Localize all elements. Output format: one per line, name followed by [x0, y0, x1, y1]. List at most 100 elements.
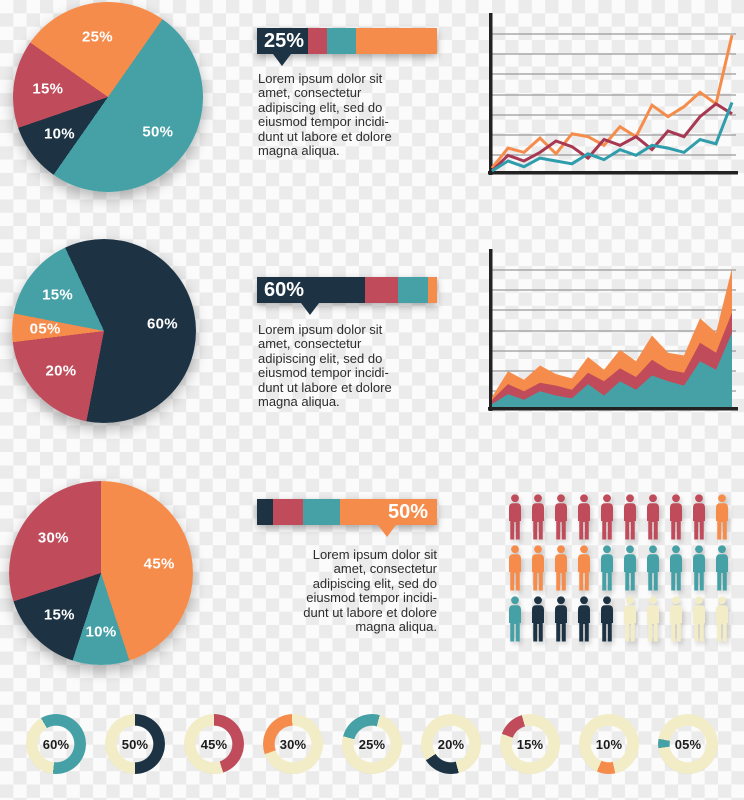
speech-tail-icon: [378, 525, 396, 537]
person-icon: [621, 545, 639, 591]
banner-segment-red: [365, 277, 398, 303]
banner-bar-2: 60%: [257, 277, 437, 303]
person-icon: [667, 596, 685, 642]
person-icon: [529, 545, 547, 591]
donut-gauges-row: 60% 50% 45% 30% 25% 20% 15% 10% 05%: [26, 714, 718, 774]
pie-slice-label: 05%: [29, 320, 61, 338]
banner-segment-navy: 25%: [257, 28, 308, 54]
body-text-1: Lorem ipsum dolor sit amet, consectetur …: [258, 71, 392, 159]
person-icon: [667, 545, 685, 591]
banner-segment-navy: [257, 499, 273, 525]
area-series-teal: [492, 332, 732, 407]
pie-chart-2: 60% 20% 05% 15%: [12, 239, 196, 423]
person-icon: [667, 494, 685, 540]
speech-tail-icon: [301, 303, 319, 315]
person-icon: [529, 596, 547, 642]
pie-slice-label: 60%: [146, 315, 178, 333]
banner-percvalue-label: 50%: [387, 501, 428, 523]
banner-segment-orange: [356, 28, 437, 54]
person-icon: [690, 545, 708, 591]
pie-chart-1: 25% 50% 10% 15%: [13, 2, 203, 192]
person-icon: [713, 545, 731, 591]
pie-slice-label: 20%: [45, 362, 77, 380]
donut-percent-label: 30%: [279, 736, 307, 752]
person-icon: [598, 494, 616, 540]
pictogram-people: [506, 494, 731, 642]
donut-ring: [184, 714, 244, 774]
person-icon: [506, 494, 524, 540]
body-text-3: Lorem ipsum dolor sit amet, consectetur …: [303, 547, 437, 635]
line-chart: [488, 13, 738, 175]
donut-percent-label: 50%: [121, 736, 149, 752]
person-icon: [644, 494, 662, 540]
donut-gauge-10: 10%: [579, 714, 639, 774]
donut-ring: [26, 714, 86, 774]
donut-gauge-60: 60%: [26, 714, 86, 774]
banner-segment-orange: 50%: [340, 499, 437, 525]
donut-percent-label: 20%: [437, 736, 465, 752]
banner-segment-red: [273, 499, 303, 525]
callout-banner-2: 60%: [257, 277, 437, 315]
donut-ring: [579, 714, 639, 774]
person-icon: [506, 596, 524, 642]
banner-segment-teal: [303, 499, 340, 525]
callout-banner-3: 50%: [257, 499, 437, 537]
line-series-orange: [490, 34, 734, 170]
person-icon: [552, 494, 570, 540]
line-series-teal: [491, 101, 734, 173]
donut-gauge-25: 25%: [342, 714, 402, 774]
person-icon: [713, 494, 731, 540]
person-icon: [575, 494, 593, 540]
donut-gauge-20: 20%: [421, 714, 481, 774]
pie-slice-label: 30%: [37, 529, 69, 547]
person-icon: [575, 545, 593, 591]
banner-segment-teal: [398, 277, 428, 303]
donut-percent-label: 10%: [595, 736, 623, 752]
person-icon: [713, 596, 731, 642]
banner-percvalue-label: 25%: [264, 30, 305, 52]
donut-ring: [342, 714, 402, 774]
person-icon: [690, 494, 708, 540]
donut-ring: [105, 714, 165, 774]
donut-ring: [500, 714, 560, 774]
pictogram-row: [506, 596, 731, 642]
pie-slice-label: 10%: [43, 125, 75, 143]
banner-bar-1: 25%: [257, 28, 437, 54]
pie-chart-3: 45% 10% 15% 30%: [9, 481, 193, 665]
donut-gauge-30: 30%: [263, 714, 323, 774]
donut-ring: [421, 714, 481, 774]
donut-percent-label: 25%: [358, 736, 386, 752]
pie-slice-label: 15%: [32, 80, 64, 98]
donut-gauge-50: 50%: [105, 714, 165, 774]
area-chart: [488, 249, 738, 411]
donut-gauge-45: 45%: [184, 714, 244, 774]
banner-percvalue-label: 60%: [264, 279, 305, 301]
person-icon: [690, 596, 708, 642]
person-icon: [575, 596, 593, 642]
donut-percent-label: 60%: [42, 736, 70, 752]
line-series-red: [490, 101, 733, 173]
speech-tail-icon: [273, 54, 291, 66]
pie-slice-label: 50%: [142, 123, 174, 141]
body-text-2: Lorem ipsum dolor sit amet, consectetur …: [258, 322, 392, 410]
person-icon: [598, 596, 616, 642]
pie-slice-label: 45%: [143, 555, 175, 573]
person-icon: [598, 545, 616, 591]
person-icon: [621, 596, 639, 642]
donut-gauge-15: 15%: [500, 714, 560, 774]
donut-percent-label: 15%: [516, 736, 544, 752]
person-icon: [506, 545, 524, 591]
banner-segment-orange: [428, 277, 437, 303]
callout-banner-1: 25%: [257, 28, 437, 66]
banner-segment-navy: 60%: [257, 277, 365, 303]
person-icon: [552, 596, 570, 642]
banner-segment-teal: [327, 28, 356, 54]
donut-percent-label: 45%: [200, 736, 228, 752]
donut-ring: [263, 714, 323, 774]
pie-slice-label: 15%: [43, 606, 75, 624]
donut-gauge-05: 05%: [658, 714, 718, 774]
person-icon: [644, 545, 662, 591]
pictogram-row: [506, 494, 731, 540]
banner-segment-red: [308, 28, 327, 54]
